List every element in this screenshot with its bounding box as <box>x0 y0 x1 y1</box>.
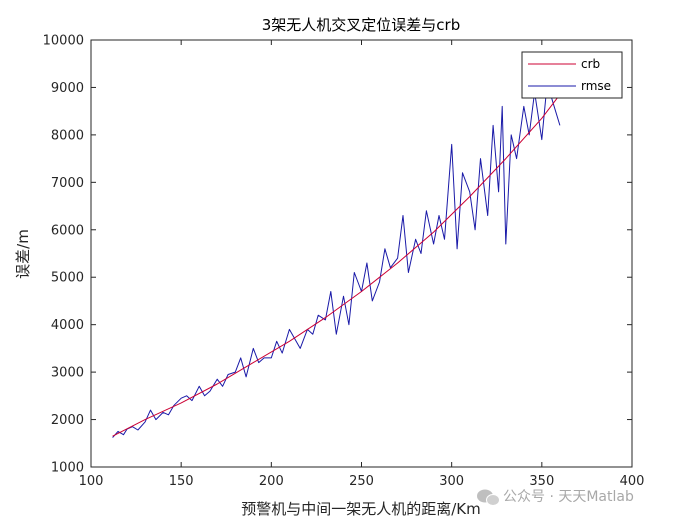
ticks-group: 100 150 200 250 300 350 400 1000 2000 3000 4000 500… <box>43 34 645 490</box>
y-axis-label: 误差/m <box>14 229 32 279</box>
legend-box <box>521 51 623 99</box>
x-tick-label: 300 <box>439 474 464 489</box>
legend-label-crb: crb <box>581 57 600 71</box>
series-group <box>112 82 561 438</box>
x-tick-label: 100 <box>79 474 104 489</box>
x-tick-label: 150 <box>169 474 194 489</box>
y-tick-label: 10000 <box>43 34 84 49</box>
y-tick-label: 8000 <box>51 128 84 143</box>
plot-area <box>91 40 632 467</box>
series-line-crb <box>112 94 561 437</box>
x-tick-label: 250 <box>349 474 374 489</box>
x-tick-label: 400 <box>620 474 645 489</box>
y-tick-label: 7000 <box>51 176 84 191</box>
chart-title: 3架无人机交叉定位误差与crb <box>262 16 460 34</box>
series-line-rmse <box>112 82 561 438</box>
legend: crb rmse <box>521 51 623 99</box>
y-tick-label: 6000 <box>51 223 84 238</box>
legend-label-rmse: rmse <box>581 79 611 93</box>
x-tick-label: 200 <box>259 474 284 489</box>
x-axis-label: 预警机与中间一架无人机的距离/Km <box>241 500 481 518</box>
watermark: 公众号 · 天天Matlab <box>477 489 634 506</box>
y-tick-label: 4000 <box>51 318 84 333</box>
y-tick-label: 9000 <box>51 81 84 96</box>
y-tick-label: 3000 <box>51 366 84 381</box>
y-tick-label: 2000 <box>51 413 84 428</box>
watermark-text: 公众号 · 天天Matlab <box>503 489 634 505</box>
chat-bubble-icon <box>477 489 500 506</box>
y-tick-label: 1000 <box>51 461 84 476</box>
x-tick-label: 350 <box>529 474 554 489</box>
y-tick-label: 5000 <box>51 271 84 286</box>
